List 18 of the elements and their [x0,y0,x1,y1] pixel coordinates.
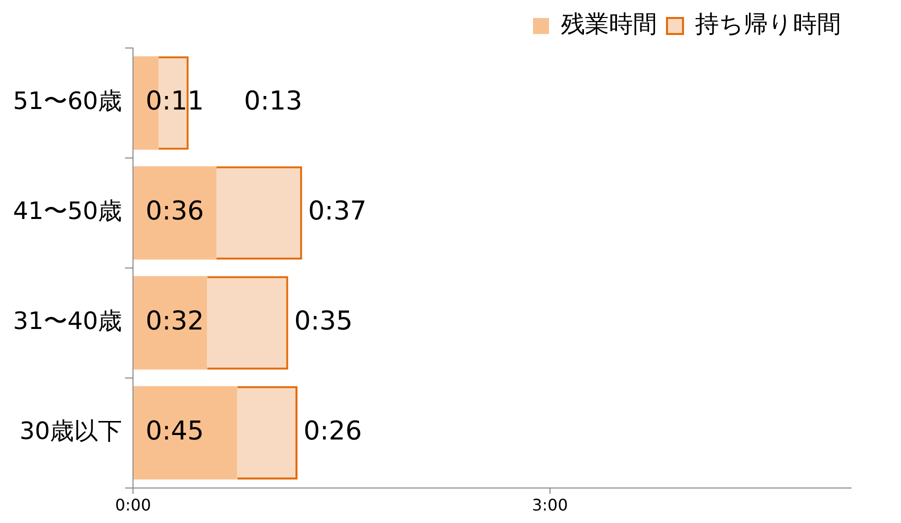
data-label: 0:45 [146,416,204,447]
bar [216,166,302,260]
data-label: 0:35 [294,306,353,337]
legend-label: 残業時間 [561,10,657,38]
data-label: 0:13 [244,86,302,117]
bar [237,386,298,480]
y-tick-label: 30歳以下 [20,417,122,446]
y-tick-label: 41〜50歳 [13,197,122,226]
y-tick-label: 51〜60歳 [13,87,122,116]
data-label: 0:32 [146,306,204,337]
x-tick-label: 0:00 [115,496,152,515]
x-tick-label: 3:00 [532,496,568,515]
data-label: 0:37 [308,196,367,227]
data-label: 0:36 [146,196,204,227]
y-tick-label: 31〜40歳 [13,307,122,336]
bar [207,276,288,370]
legend-label: 持ち帰り時間 [695,10,841,38]
data-label: 0:26 [304,416,362,447]
